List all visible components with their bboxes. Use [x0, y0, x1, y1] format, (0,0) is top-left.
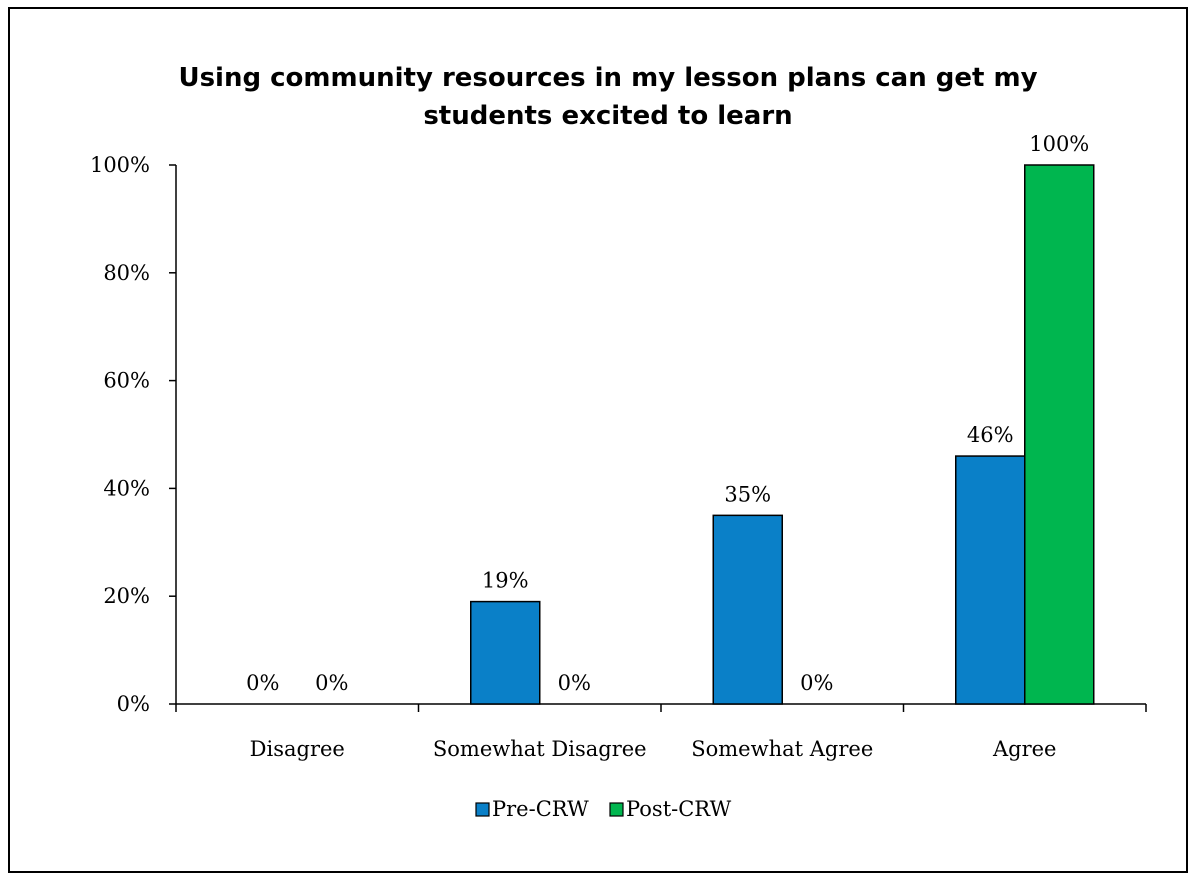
bar-post-crw [1024, 164, 1095, 705]
y-tick-label: 40% [103, 476, 150, 500]
x-category-label: Agree [992, 737, 1057, 761]
data-label: 100% [1029, 132, 1089, 156]
x-category-label: Somewhat Disagree [433, 737, 647, 761]
data-label: 19% [482, 569, 529, 593]
chart-frame [8, 7, 1188, 873]
bar-pre-crw [712, 514, 783, 705]
legend-swatch-post-crw [609, 802, 624, 817]
data-label: 46% [967, 423, 1014, 447]
legend: Pre-CRW Post-CRW [475, 797, 732, 821]
bar-pre-crw [470, 600, 541, 705]
data-labels: 0% 19% 35% 46% 0% 0% 0% 100% [246, 132, 1089, 695]
y-tick-label: 80% [103, 261, 150, 285]
data-label: 0% [315, 671, 348, 695]
data-label: 35% [724, 482, 771, 506]
y-tick-label: 0% [117, 692, 150, 716]
y-tick-label: 100% [90, 153, 150, 177]
chart-title: Using community resources in my lesson p… [178, 63, 1037, 131]
x-axis: Disagree Somewhat Disagree Somewhat Agree A… [175, 703, 1147, 761]
y-tick-label: 20% [103, 584, 150, 608]
y-tick-label: 60% [103, 369, 150, 393]
chart-title-line-1: Using community resources in my lesson p… [178, 63, 1037, 93]
bars [470, 164, 1095, 705]
bar-pre-crw [955, 455, 1026, 705]
legend-swatch-pre-crw [475, 802, 490, 817]
legend-label-pre-crw: Pre-CRW [492, 797, 589, 821]
x-category-label: Disagree [250, 737, 345, 761]
data-label: 0% [800, 671, 833, 695]
data-label: 0% [558, 671, 591, 695]
y-axis: 0% 20% 40% 60% 80% 100% [90, 153, 177, 716]
legend-label-post-crw: Post-CRW [626, 797, 732, 821]
data-label: 0% [246, 671, 279, 695]
x-category-label: Somewhat Agree [691, 737, 873, 761]
chart-title-line-2: students excited to learn [423, 101, 792, 131]
